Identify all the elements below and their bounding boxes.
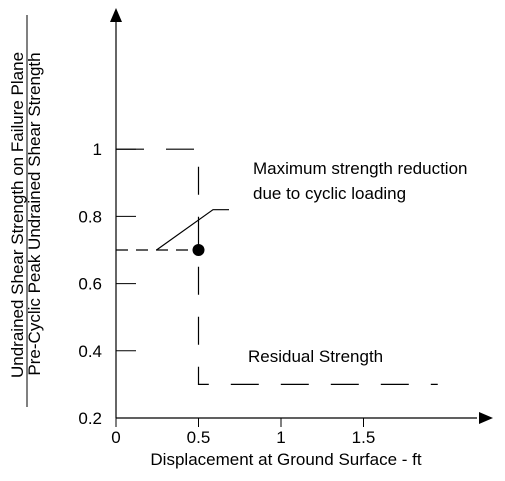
ticks: 0.2 0.4 0.6 0.8 1 0 0.5 1 1.5 xyxy=(78,140,375,447)
series-line xyxy=(116,148,438,385)
x-tick-label: 0.5 xyxy=(187,428,211,447)
annotation-max-strength-reduction: due to cyclic loading xyxy=(253,184,406,203)
x-tick-label: 0 xyxy=(111,428,120,447)
x-axis-title: Displacement at Ground Surface - ft xyxy=(150,450,421,469)
y-tick-label: 0.6 xyxy=(78,275,102,294)
annotation-residual-strength: Residual Strength xyxy=(248,347,383,366)
x-tick-label: 1.5 xyxy=(352,428,376,447)
annotations: Maximum strength reduction due to cyclic … xyxy=(156,159,467,366)
y-axis-title-numerator: Undrained Shear Strength on Failure Plan… xyxy=(8,52,27,378)
axes xyxy=(110,8,493,424)
annotation-max-strength-reduction: Maximum strength reduction xyxy=(253,159,467,178)
y-tick-label: 1 xyxy=(93,140,102,159)
x-axis-arrowhead xyxy=(479,412,493,424)
y-axis-arrowhead xyxy=(110,8,122,22)
y-axis-title-denominator: Pre-Cyclic Peak Undrained Shear Strength xyxy=(25,52,44,375)
y-tick-label: 0.2 xyxy=(78,409,102,428)
y-tick-label: 0.4 xyxy=(78,342,102,361)
x-tick-label: 1 xyxy=(276,428,285,447)
data-point xyxy=(192,244,205,256)
y-axis-title: Undrained Shear Strength on Failure Plan… xyxy=(8,15,44,407)
y-tick-label: 0.8 xyxy=(78,207,102,226)
annotation-leader-line xyxy=(156,209,229,251)
